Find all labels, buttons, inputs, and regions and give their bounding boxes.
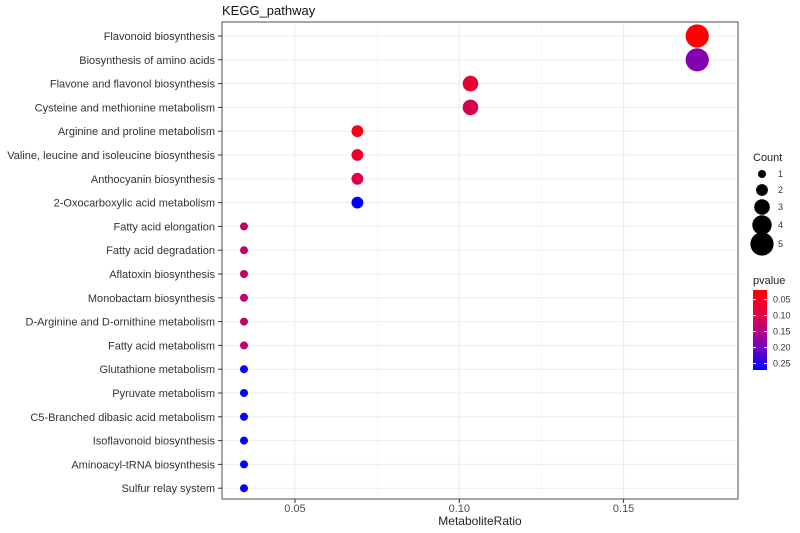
pathway-label: Aflatoxin biosynthesis	[109, 269, 215, 281]
pathway-label: Glutathione metabolism	[99, 364, 215, 376]
data-point	[240, 246, 248, 255]
size-legend-label: 2	[778, 185, 783, 195]
pathway-label: Fatty acid degradation	[106, 245, 215, 257]
data-point	[240, 222, 248, 231]
pathway-label: Monobactam biosynthesis	[88, 293, 216, 305]
color-legend: pvalue 0.05 0.10 0.15 0.20 0.25	[753, 275, 791, 370]
pathway-label: Pyruvate metabolism	[112, 388, 215, 400]
data-point	[240, 389, 248, 397]
y-axis-labels: Flavonoid biosynthesis Biosynthesis of am…	[7, 31, 222, 495]
data-point	[240, 317, 248, 326]
data-point	[685, 24, 709, 48]
x-axis-title: MetaboliteRatio	[438, 514, 522, 528]
pathway-label: C5-Branched dibasic acid metabolism	[30, 412, 215, 424]
grid-lines	[222, 22, 738, 499]
size-legend-key	[756, 184, 768, 196]
data-point	[351, 149, 364, 161]
data-point	[240, 412, 248, 421]
data-point	[240, 460, 248, 469]
pathway-label: Isoflavonoid biosynthesis	[93, 436, 216, 448]
data-point	[240, 270, 248, 278]
pathway-label: 2-Oxocarboxylic acid metabolism	[54, 198, 215, 210]
size-legend-key	[750, 232, 774, 256]
pathway-label: Arginine and proline metabolism	[58, 126, 215, 138]
color-bar	[753, 290, 767, 370]
color-legend-title: pvalue	[753, 275, 785, 287]
x-tick-label: 0.05	[284, 503, 305, 515]
color-legend-label: 0.10	[773, 311, 791, 321]
data-points	[240, 24, 709, 493]
chart-title: KEGG_pathway	[222, 3, 316, 18]
data-point	[240, 341, 248, 350]
size-legend-label: 4	[778, 220, 783, 230]
size-legend-label: 3	[778, 202, 783, 212]
pathway-label: Aminoacyl-tRNA biosynthesis	[71, 459, 215, 471]
data-point	[351, 196, 364, 209]
size-legend-key	[754, 199, 770, 215]
data-point	[351, 172, 364, 185]
plot-border	[221, 21, 739, 500]
pathway-label: Valine, leucine and isoleucine biosynthe…	[7, 150, 215, 162]
size-legend-title: Count	[753, 152, 782, 164]
color-legend-label: 0.15	[773, 327, 791, 337]
pathway-label: Sulfur relay system	[121, 483, 215, 495]
data-point	[462, 75, 479, 92]
size-legend-label: 1	[778, 169, 783, 179]
x-axis: 0.05 0.10 0.15	[284, 499, 634, 515]
color-legend-label: 0.25	[773, 359, 791, 369]
data-point	[685, 48, 709, 72]
data-point	[240, 436, 248, 445]
pathway-label: D-Arginine and D-ornithine metabolism	[25, 317, 215, 329]
pathway-label: Flavone and flavonol biosynthesis	[50, 79, 216, 91]
size-legend-label: 5	[778, 239, 783, 249]
pathway-label: Anthocyanin biosynthesis	[91, 174, 216, 186]
x-tick-label: 0.15	[613, 503, 634, 515]
size-legend: Count 1 2 3 4 5	[750, 152, 783, 256]
color-legend-label: 0.05	[773, 295, 791, 305]
pathway-label: Biosynthesis of amino acids	[79, 55, 215, 67]
x-tick-label: 0.10	[449, 503, 470, 515]
pathway-label: Cysteine and methionine metabolism	[35, 102, 215, 114]
pathway-label: Fatty acid elongation	[113, 221, 215, 233]
data-point	[240, 365, 248, 374]
data-point	[462, 99, 479, 116]
data-point	[351, 125, 364, 138]
data-point	[240, 293, 248, 302]
pathway-label: Flavonoid biosynthesis	[104, 31, 216, 43]
pathway-label: Fatty acid metabolism	[108, 340, 215, 352]
plot-panel	[222, 22, 738, 499]
data-point	[240, 484, 248, 493]
color-legend-label: 0.20	[773, 343, 791, 353]
size-legend-key	[758, 170, 766, 178]
size-legend-key	[752, 215, 772, 235]
